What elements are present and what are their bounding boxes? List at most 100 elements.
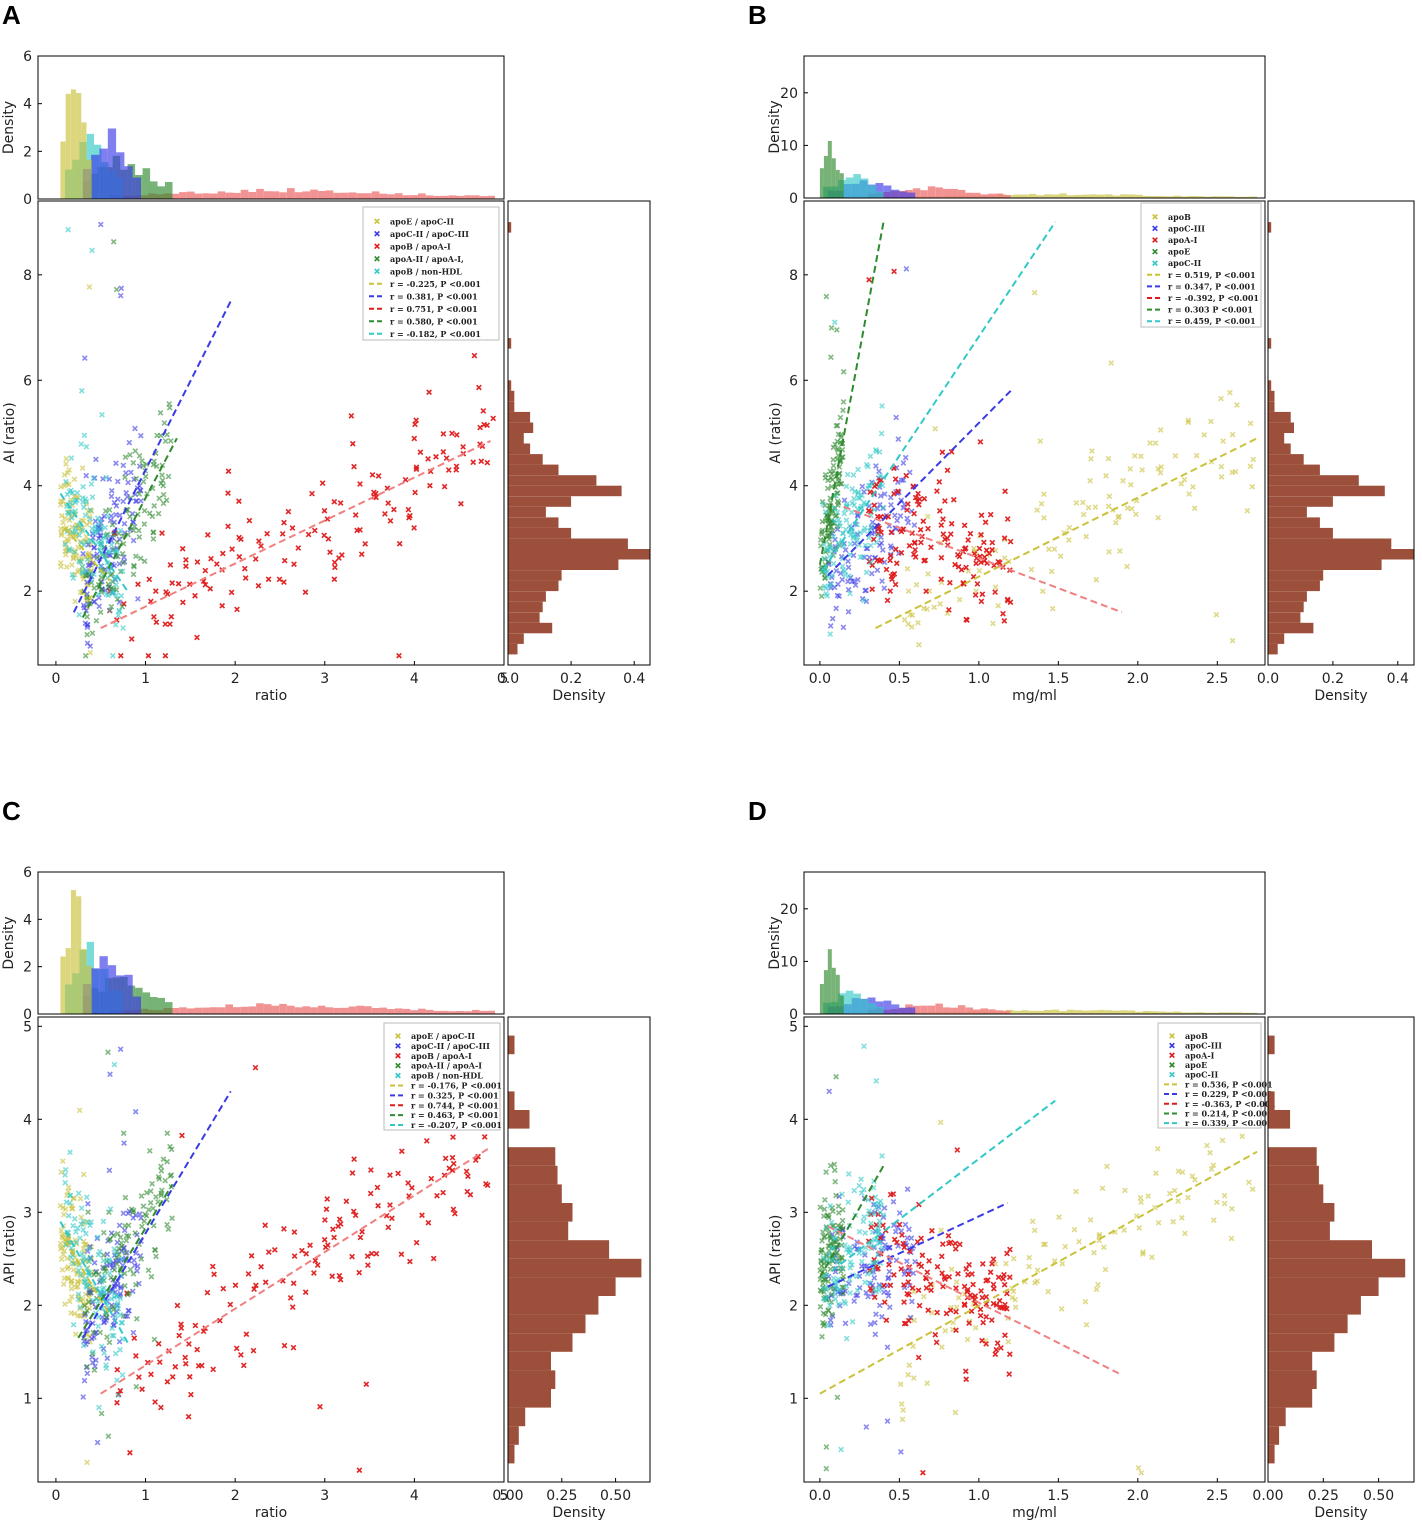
scatter-point — [78, 1205, 85, 1211]
top-hist-bar-red — [171, 1008, 179, 1014]
right-hist-bar — [1268, 411, 1291, 423]
top-hist-bar-blue — [132, 996, 141, 1014]
top-hist-bar-yellow — [1066, 1009, 1075, 1014]
y-axis-label: API (ratio) — [768, 1215, 784, 1285]
scatter-point — [264, 530, 270, 537]
scatter-point — [833, 492, 839, 499]
scatter-point — [130, 527, 137, 534]
scatter-point — [841, 1298, 848, 1305]
scatter-point — [118, 1285, 124, 1292]
scatter-point — [1127, 466, 1134, 472]
top-hist-ytick-label: 20 — [780, 902, 798, 918]
right-hist-bar — [1268, 1277, 1379, 1296]
scatter-point — [829, 476, 836, 483]
scatter-point — [830, 1235, 837, 1241]
scatter-point — [77, 1271, 84, 1278]
scatter-point — [915, 619, 921, 626]
scatter-point — [835, 500, 842, 506]
scatter-point — [1040, 1241, 1047, 1248]
scatter-point — [838, 1254, 845, 1261]
scatter-point — [108, 1274, 114, 1281]
scatter-point — [1073, 500, 1080, 506]
right-hist-bar — [508, 1389, 551, 1408]
scatter-point — [62, 1172, 68, 1178]
scatter-point — [156, 495, 163, 502]
scatter-point — [1009, 1294, 1016, 1301]
scatter-point — [169, 1374, 176, 1380]
xtick-label: 2.5 — [1206, 671, 1228, 687]
legend-marker — [1169, 1042, 1175, 1049]
scatter-point — [143, 461, 150, 468]
scatter-point — [357, 481, 363, 487]
scatter-point — [202, 581, 209, 588]
scatter-point — [830, 444, 837, 451]
scatter-point — [174, 1302, 181, 1309]
scatter-point — [99, 1286, 106, 1293]
scatter-point — [321, 1236, 328, 1243]
scatter-point — [833, 422, 840, 429]
scatter-point — [840, 624, 847, 631]
scatter-point — [262, 1279, 269, 1286]
right-hist-bar — [508, 1035, 515, 1055]
scatter-point — [947, 579, 953, 586]
scatter-point — [925, 525, 931, 532]
scatter-point — [121, 1227, 128, 1234]
top-hist-bar-red — [402, 195, 411, 199]
scatter-point — [180, 599, 186, 606]
scatter-point — [847, 1290, 853, 1296]
scatter-point — [120, 625, 126, 631]
scatter-point — [868, 559, 874, 566]
scatter-point — [467, 1191, 474, 1198]
scatter-point — [228, 589, 235, 596]
panel-label: D — [748, 796, 767, 826]
top-hist-bar-green — [150, 997, 158, 1014]
scatter-point — [120, 1210, 127, 1217]
scatter-point — [862, 1279, 868, 1286]
scatter-point — [103, 474, 110, 481]
scatter-point — [871, 1294, 878, 1301]
right-hist-bar — [1268, 1258, 1406, 1278]
scatter-point — [352, 512, 359, 518]
scatter-point — [1154, 1145, 1161, 1152]
scatter-point — [60, 1281, 67, 1288]
scatter-point — [823, 547, 830, 553]
scatter-point — [57, 1240, 64, 1247]
series-red — [114, 1064, 492, 1474]
scatter-point — [863, 1289, 870, 1296]
scatter-point — [964, 1336, 971, 1343]
scatter-point — [909, 1285, 916, 1291]
scatter-point — [64, 491, 71, 498]
scatter-point — [1149, 1254, 1155, 1261]
legend-marker — [1152, 237, 1158, 243]
scatter-point — [1213, 611, 1220, 618]
scatter-point — [137, 555, 144, 562]
right-hist-bar — [508, 1221, 569, 1241]
scatter-point — [846, 523, 853, 529]
top-hist-bar-red — [425, 1009, 434, 1014]
scatter-point — [125, 1233, 132, 1240]
scatter-point — [828, 354, 834, 361]
scatter-point — [986, 550, 993, 557]
top-hist-bar-red — [371, 191, 380, 199]
top-hist-bar-red — [186, 1008, 195, 1014]
scatter-point — [248, 1252, 255, 1259]
scatter-point — [1034, 1278, 1041, 1285]
scatter-point — [76, 532, 83, 538]
scatter-point — [86, 1299, 92, 1305]
scatter-point — [839, 1191, 845, 1198]
scatter-point — [337, 1221, 344, 1227]
scatter-point — [90, 1349, 96, 1355]
scatter-point — [343, 1198, 350, 1205]
top-hist-bar-red — [441, 1010, 449, 1014]
scatter-point — [916, 641, 922, 648]
top-hist-bar-yellow — [1013, 1010, 1022, 1014]
scatter-point — [90, 1297, 97, 1304]
scatter-point — [302, 1289, 309, 1296]
scatter-point — [963, 1266, 970, 1272]
right-hist-bar — [1268, 1426, 1280, 1445]
scatter-point — [1066, 537, 1072, 543]
scatter-point — [839, 1265, 846, 1272]
top-hist-bar-yellow — [1158, 196, 1166, 198]
scatter-point — [97, 533, 104, 539]
